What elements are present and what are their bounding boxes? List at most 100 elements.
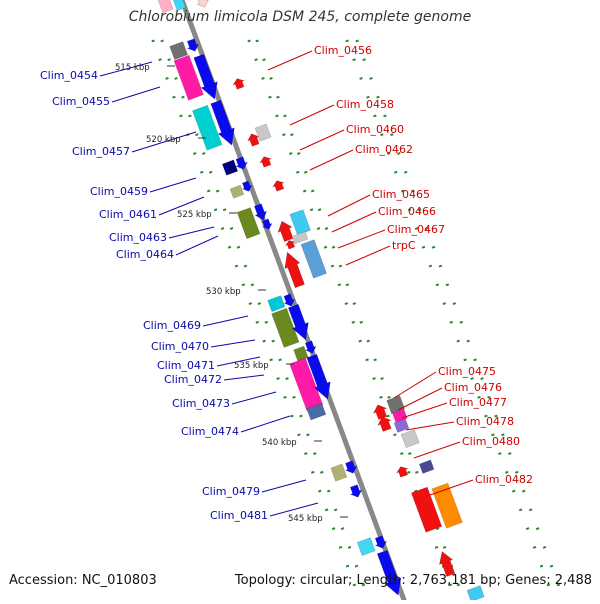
gene-block (157, 0, 174, 14)
gene-block (291, 231, 309, 245)
leader-line (261, 479, 307, 493)
gene-arrow-forward (344, 460, 358, 474)
gene-arrow-forward (261, 218, 273, 230)
gene-label-clim-0476[interactable]: Clim_0476 (444, 381, 502, 394)
gene-features (157, 0, 485, 603)
gene-arrow-reverse (277, 220, 294, 242)
gene-label-clim-0472[interactable]: Clim_0472 (164, 373, 222, 386)
leader-line (202, 315, 249, 327)
leader-line (131, 131, 197, 153)
gene-label-trpc[interactable]: trpC (392, 239, 416, 252)
gene-arrow-reverse (232, 78, 246, 90)
leader-line (149, 177, 197, 193)
gene-block (169, 41, 189, 60)
gene-block (271, 307, 300, 348)
gene-label-clim-0461[interactable]: Clim_0461 (99, 208, 157, 221)
gene-label-clim-0471[interactable]: Clim_0471 (157, 359, 215, 372)
leader-line (175, 235, 219, 256)
gene-label-clim-0457[interactable]: Clim_0457 (72, 145, 130, 158)
gene-arrow-forward (374, 535, 388, 549)
leader-line (158, 196, 205, 216)
leader-line (397, 387, 443, 411)
gene-arrow-forward (349, 484, 363, 498)
gene-label-clim-0475[interactable]: Clim_0475 (438, 365, 496, 378)
gene-block (300, 239, 327, 279)
gene-label-clim-0477[interactable]: Clim_0477 (449, 396, 507, 409)
gene-arrow-forward (287, 303, 309, 341)
gene-label-clim-0480[interactable]: Clim_0480 (462, 435, 520, 448)
gene-label-clim-0462[interactable]: Clim_0462 (355, 143, 413, 156)
gene-block (330, 463, 348, 482)
gene-block (267, 295, 286, 313)
gene-arrow-reverse (372, 404, 388, 420)
gene-label-clim-0465[interactable]: Clim_0465 (372, 188, 430, 201)
leader-line (413, 441, 461, 459)
scale-label-1: 515 kbp (115, 63, 150, 73)
gene-arrow-reverse (247, 133, 260, 147)
gene-block (172, 0, 186, 12)
scale-label-4: 530 kbp (206, 287, 241, 297)
leader-line (289, 104, 335, 126)
gene-arrow-reverse (196, 0, 209, 8)
gene-arrow-reverse (284, 240, 296, 250)
leader-line (309, 149, 354, 171)
gene-labels: Clim_0454 Clim_0455 Clim_0457 Clim_0459 Clim… (40, 44, 533, 522)
gene-block (221, 159, 239, 176)
gene-arrow-reverse (284, 251, 305, 289)
gene-block (173, 54, 204, 101)
leader-line (210, 339, 256, 348)
gene-arrow-forward (186, 38, 200, 52)
gene-arrow-reverse (395, 466, 409, 478)
gene-block (356, 537, 376, 556)
leader-line (331, 211, 377, 233)
gene-arrow-forward (193, 53, 218, 100)
leader-line (393, 371, 437, 399)
gene-arrow-forward (304, 340, 317, 354)
scale-label-7: 545 kbp (288, 514, 323, 524)
gene-label-clim-0467[interactable]: Clim_0467 (387, 223, 445, 236)
leader-line (231, 391, 277, 405)
gene-arrow-forward (241, 180, 253, 192)
gene-label-clim-0458[interactable]: Clim_0458 (336, 98, 394, 111)
gene-label-clim-0479[interactable]: Clim_0479 (202, 485, 260, 498)
gene-label-clim-0481[interactable]: Clim_0481 (210, 509, 268, 522)
leader-line (168, 226, 215, 239)
leader-line (405, 421, 455, 431)
gene-label-clim-0470[interactable]: Clim_0470 (151, 340, 209, 353)
accession-label: Accession: NC_010803 (9, 573, 157, 588)
leader-line (345, 245, 391, 266)
gene-label-clim-0464[interactable]: Clim_0464 (116, 248, 174, 261)
gene-block (410, 486, 443, 533)
leader-line (216, 356, 261, 367)
scale-label-6: 540 kbp (262, 438, 297, 448)
leader-line (111, 86, 161, 103)
gene-label-clim-0460[interactable]: Clim_0460 (346, 123, 404, 136)
gene-block (289, 209, 311, 236)
leader-line (267, 50, 313, 71)
map-title: Chlorobium limicola DSM 245, complete ge… (128, 9, 472, 25)
gene-label-clim-0455[interactable]: Clim_0455 (52, 95, 110, 108)
gene-arrow-forward (254, 203, 267, 221)
gene-block (418, 459, 435, 474)
gene-label-clim-0459[interactable]: Clim_0459 (90, 185, 148, 198)
gene-arrow-forward (283, 293, 296, 307)
gene-block (236, 207, 261, 240)
label-leader-lines (99, 50, 474, 517)
gene-arrow-reverse (377, 416, 392, 432)
leader-line (327, 194, 371, 217)
gene-label-clim-0456[interactable]: Clim_0456 (314, 44, 372, 57)
gene-label-clim-0474[interactable]: Clim_0474 (181, 425, 239, 438)
gene-arrow-forward (210, 99, 235, 146)
gene-label-clim-0482[interactable]: Clim_0482 (475, 473, 533, 486)
leader-line (299, 129, 345, 151)
gene-label-clim-0473[interactable]: Clim_0473 (172, 397, 230, 410)
gene-label-clim-0478[interactable]: Clim_0478 (456, 415, 514, 428)
scale-label-2: 520 kbp (146, 135, 181, 145)
gene-label-clim-0469[interactable]: Clim_0469 (143, 319, 201, 332)
gene-label-clim-0463[interactable]: Clim_0463 (109, 231, 167, 244)
gene-label-clim-0466[interactable]: Clim_0466 (378, 205, 436, 218)
gene-block (393, 418, 410, 433)
gene-label-clim-0454[interactable]: Clim_0454 (40, 69, 98, 82)
